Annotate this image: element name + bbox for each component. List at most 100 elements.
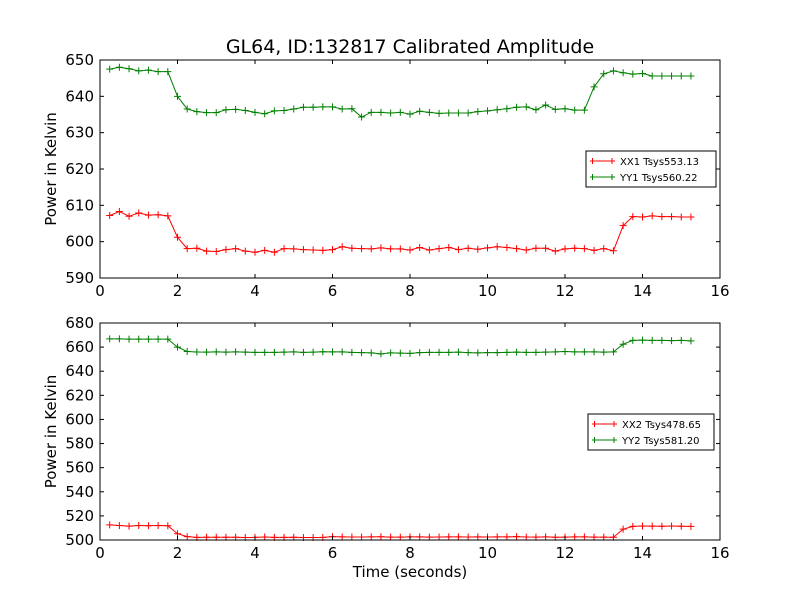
data-point — [454, 246, 462, 254]
data-point — [329, 103, 336, 111]
data-point — [329, 348, 336, 356]
data-point — [619, 69, 627, 77]
data-point — [164, 522, 172, 530]
x-tick-label: 2 — [173, 544, 183, 562]
data-point — [193, 244, 201, 252]
legend-box — [585, 150, 717, 188]
x-tick-label: 4 — [250, 282, 260, 300]
x-tick-label: 14 — [633, 544, 652, 562]
legend-entry: XX1 Tsys553.13 — [590, 157, 699, 168]
data-point — [106, 521, 114, 529]
data-point — [396, 108, 404, 116]
data-point — [251, 248, 259, 256]
legend-marker — [590, 158, 595, 164]
legend-box — [587, 413, 715, 451]
data-point — [668, 337, 676, 345]
data-point — [677, 522, 685, 530]
legend-entry: YY2 Tsys581.20 — [592, 436, 700, 447]
data-point — [290, 105, 298, 113]
data-point — [125, 212, 133, 220]
data-point — [299, 348, 307, 356]
data-point — [629, 213, 637, 221]
data-point — [270, 107, 278, 115]
data-point — [377, 533, 385, 541]
x-axis-label: Time (seconds) — [352, 563, 468, 581]
data-point — [590, 83, 598, 91]
data-point — [454, 348, 462, 356]
x-tick-label: 16 — [710, 544, 729, 562]
data-point — [174, 233, 181, 241]
data-point — [106, 212, 114, 220]
data-point — [648, 522, 656, 530]
series-yy-2 — [106, 335, 695, 358]
data-point — [367, 108, 375, 116]
data-point — [658, 336, 666, 344]
data-point — [619, 525, 627, 533]
data-point — [106, 65, 114, 73]
data-point — [474, 533, 482, 541]
legend-entry: XX2 Tsys478.65 — [592, 420, 701, 431]
legend: XX1 Tsys553.13 YY1 Tsys560.22 — [585, 150, 717, 188]
data-point — [416, 107, 424, 115]
data-point — [164, 335, 172, 343]
data-point — [290, 348, 298, 356]
data-point — [639, 336, 646, 344]
data-point — [571, 244, 579, 252]
data-point — [503, 348, 511, 356]
legend-marker — [611, 421, 617, 427]
data-point — [396, 245, 404, 253]
data-point — [503, 533, 511, 541]
data-point — [241, 348, 249, 356]
data-point — [532, 244, 540, 252]
data-point — [590, 246, 598, 254]
x-tick-label: 4 — [250, 544, 260, 562]
data-point — [658, 72, 666, 80]
data-point — [416, 243, 424, 251]
data-point — [358, 349, 366, 357]
data-point — [348, 244, 356, 252]
y-tick-label: 600 — [65, 410, 94, 428]
data-point — [571, 533, 579, 541]
data-point — [648, 212, 656, 220]
data-point — [648, 72, 656, 80]
data-point — [270, 248, 278, 256]
data-point — [135, 522, 143, 530]
y-tick-label: 620 — [65, 386, 94, 404]
data-point — [135, 209, 143, 217]
data-point — [639, 522, 646, 530]
data-point — [551, 247, 559, 255]
data-point — [513, 245, 521, 253]
data-point — [425, 108, 433, 116]
data-point — [580, 245, 588, 253]
data-point — [406, 349, 414, 357]
data-point — [542, 348, 550, 356]
data-point — [367, 245, 375, 253]
data-point — [125, 335, 133, 343]
series-yy-1 — [106, 63, 695, 121]
data-point — [115, 335, 123, 343]
data-point — [406, 110, 414, 118]
data-point — [677, 213, 685, 221]
data-point — [241, 107, 249, 114]
data-point — [154, 211, 162, 219]
y-tick-label: 650 — [65, 51, 94, 69]
x-tick-label: 6 — [328, 544, 338, 562]
y-tick-label: 610 — [65, 196, 94, 214]
data-point — [358, 245, 366, 253]
data-point — [474, 108, 482, 116]
data-point — [551, 105, 559, 113]
data-point — [474, 245, 482, 253]
data-point — [174, 92, 181, 100]
data-point — [358, 113, 366, 121]
data-point — [493, 533, 501, 541]
data-point — [183, 533, 191, 541]
data-point — [532, 533, 540, 541]
data-point — [183, 245, 191, 253]
data-point — [154, 335, 162, 343]
data-point — [503, 243, 511, 251]
data-point — [561, 347, 569, 355]
x-tick-label: 6 — [328, 282, 338, 300]
data-point — [367, 349, 375, 357]
data-point — [396, 349, 404, 357]
data-point — [454, 109, 462, 117]
